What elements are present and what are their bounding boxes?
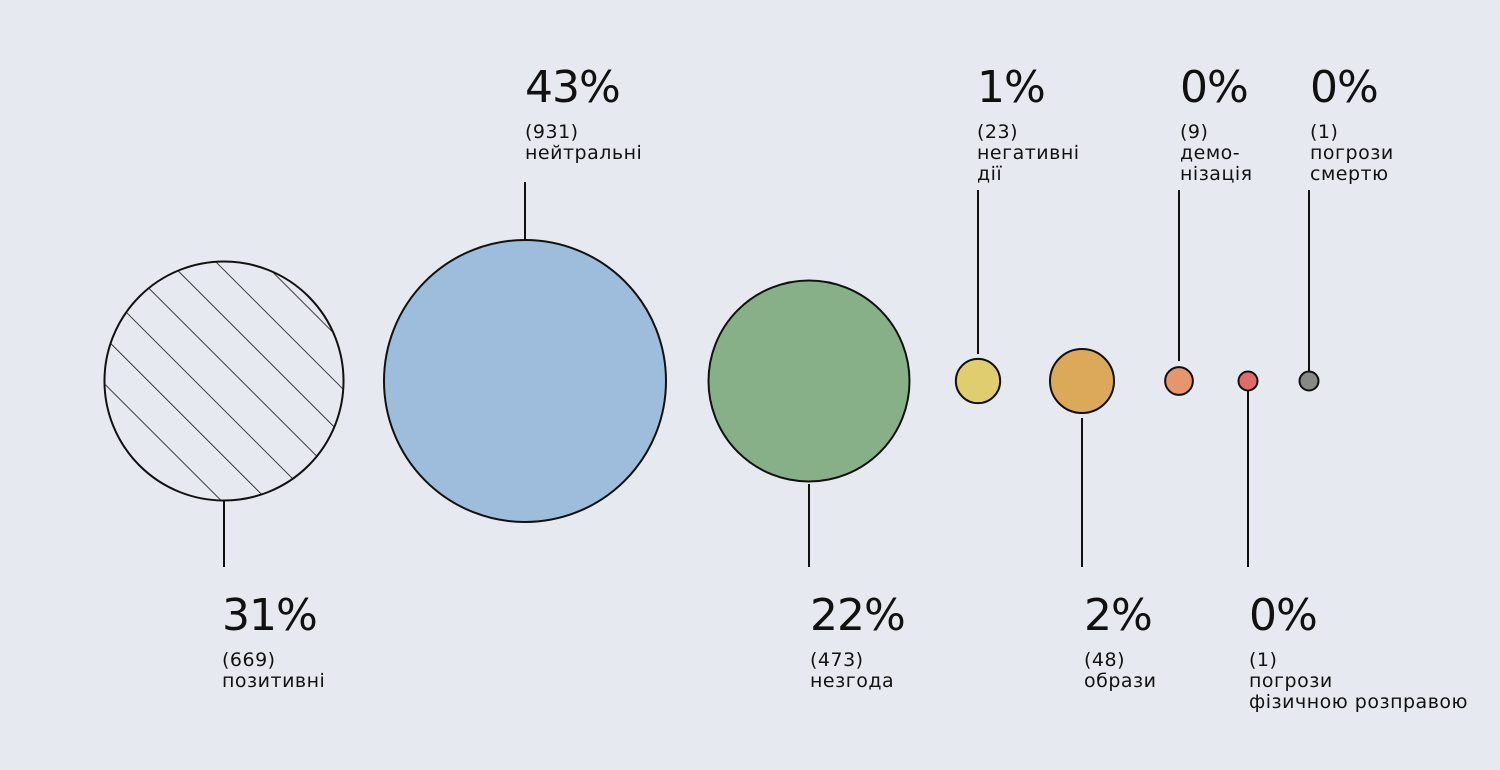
- percent-label: 0%: [1180, 62, 1249, 113]
- bubble-positive: [103, 260, 345, 502]
- percent-label: 0%: [1249, 590, 1318, 641]
- count-label: (23): [977, 121, 1019, 143]
- bubble-insults: [1048, 347, 1116, 415]
- percent-label: 1%: [977, 62, 1046, 113]
- percent-label: 0%: [1310, 62, 1379, 113]
- category-name: образи: [1084, 670, 1157, 692]
- bubble-disagreement: [707, 279, 911, 483]
- percent-label: 2%: [1084, 590, 1153, 641]
- count-label: (931): [525, 121, 579, 143]
- bubble-negative-actions: [954, 357, 1002, 405]
- percent-label: 43%: [525, 62, 621, 113]
- label-neutral: 43% (931) нейтральні: [525, 66, 642, 164]
- bubble-threats-physical: [1237, 370, 1259, 392]
- label-positive: 31% (669) позитивні: [222, 594, 325, 692]
- label-threats-death: 0% (1) погрози смертю: [1310, 66, 1394, 185]
- bubble-neutral: [383, 239, 667, 523]
- count-label: (1): [1310, 121, 1339, 143]
- category-name: фізичною розправою: [1249, 691, 1469, 713]
- category-name: позитивні: [222, 670, 326, 692]
- label-insults: 2% (48) образи: [1084, 594, 1157, 692]
- percent-label: 22%: [810, 590, 906, 641]
- label-threats-physical: 0% (1) погрози фізичною розправою: [1249, 594, 1468, 713]
- count-label: (48): [1084, 649, 1126, 671]
- category-name: демо-: [1180, 142, 1241, 164]
- count-label: (473): [810, 649, 864, 671]
- category-name: незгода: [810, 670, 895, 692]
- category-name: дії: [977, 163, 1003, 185]
- category-name: погрози: [1249, 670, 1333, 692]
- label-disagreement: 22% (473) незгода: [810, 590, 906, 692]
- bubble-demonization: [1164, 366, 1194, 396]
- bubble-threats-death: [1298, 370, 1320, 392]
- label-negative-actions: 1% (23) негативні дії: [977, 66, 1080, 185]
- label-demonization: 0% (9) демо-нізація: [1180, 66, 1253, 185]
- category-name: негативні: [977, 142, 1080, 164]
- count-label: (669): [222, 649, 276, 671]
- category-name: погрози: [1310, 142, 1394, 164]
- count-label: (9): [1180, 121, 1209, 143]
- count-label: (1): [1249, 649, 1278, 671]
- category-name: смертю: [1310, 163, 1389, 185]
- percent-label: 31%: [222, 590, 318, 641]
- category-name: нізація: [1180, 163, 1253, 185]
- category-name: нейтральні: [525, 142, 643, 164]
